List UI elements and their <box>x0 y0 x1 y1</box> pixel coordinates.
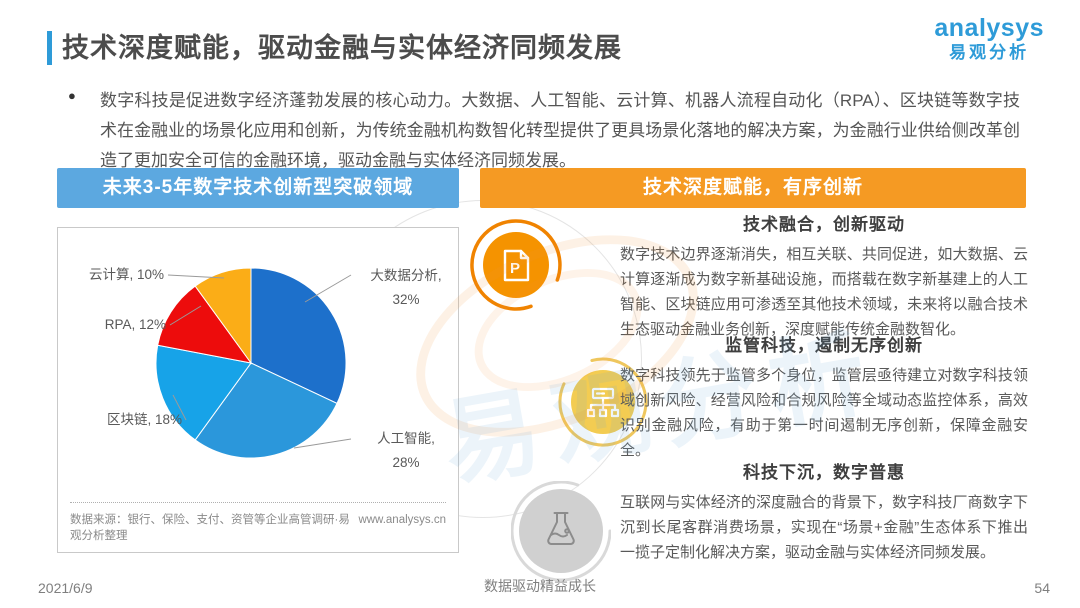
intro-text: 数字科技是促进数字经济蓬勃发展的核心动力。大数据、人工智能、云计算、机器人流程自… <box>100 91 1020 170</box>
title-accent-bar <box>47 31 52 65</box>
intro-paragraph: ● 数字科技是促进数字经济蓬勃发展的核心动力。大数据、人工智能、云计算、机器人流… <box>68 86 1020 176</box>
analysys-logo-text: analysys <box>934 14 1044 42</box>
section-2-icon-block <box>553 352 653 452</box>
footer-date: 2021/6/9 <box>38 580 93 596</box>
pie-label: 大数据分析, <box>370 268 441 283</box>
analysys-logo-cn: 易观分析 <box>949 43 1030 62</box>
pie-leader-line <box>169 305 202 326</box>
right-panel-header: 技术深度赋能，有序创新 <box>480 168 1026 208</box>
pie-chart: 大数据分析, 32% 人工智能, 28% 区块链, 18% RPA, 12% 云计算, 10… <box>89 267 442 470</box>
pie-slice-大数据分析 <box>250 267 347 405</box>
flask-icon <box>511 481 611 581</box>
flowchart-icon <box>558 357 648 447</box>
pie-label: 人工智能, <box>377 431 435 446</box>
left-panel-header: 未来3-5年数字技术创新型突破领域 <box>57 168 459 208</box>
pie-slice-RPA <box>157 285 253 364</box>
pie-label: 28% <box>392 455 419 470</box>
section-2-body: 数字科技领先于监管多个身位，监管层亟待建立对数字科技领域创新风险、经营风险和合规… <box>620 367 1028 459</box>
pie-chart-box: 大数据分析, 32% 人工智能, 28% 区块链, 18% RPA, 12% 云计算, 10… <box>57 227 459 553</box>
footer-slogan: 数据驱动精益成长 <box>484 578 596 594</box>
section-3-icon-block <box>511 481 611 581</box>
section-2-title: 监管科技，遏制无序创新 <box>725 336 923 355</box>
pie-leader-line <box>304 274 352 303</box>
svg-text:P: P <box>510 260 520 277</box>
document-p-icon: P <box>470 219 562 311</box>
pie-slice-云计算 <box>194 267 252 365</box>
pie-slice-人工智能 <box>194 362 338 459</box>
pie-label: 区块链, 18% <box>107 412 182 427</box>
website-link[interactable]: www.analysys.cn <box>358 514 446 526</box>
pie-label: 32% <box>392 292 419 307</box>
section-1-body: 数字技术边界逐渐消失，相互关联、共同促进，如大数据、云计算逐渐成为数字新基础设施… <box>620 246 1028 338</box>
section-2: 监管科技，遏制无序创新 数字科技领先于监管多个身位，监管层亟待建立对数字科技领域… <box>620 331 1028 463</box>
section-1-title: 技术融合，创新驱动 <box>743 215 905 234</box>
analysys-logo: analysys 易观分析 <box>934 14 1044 62</box>
section-3-body: 互联网与实体经济的深度融合的背景下，数字科技厂商数字下沉到长尾客群消费场景，实现… <box>620 494 1028 561</box>
bullet-icon: ● <box>68 88 76 103</box>
pie-label: 云计算, 10% <box>89 267 164 282</box>
section-3: 科技下沉，数字普惠 互联网与实体经济的深度融合的背景下，数字科技厂商数字下沉到长… <box>620 458 1028 565</box>
chart-source-row: 数据来源：银行、保险、支付、资管等企业高管调研·易观分析整理 www.analy… <box>70 502 446 543</box>
footer-page-number: 54 <box>1034 580 1050 596</box>
pie-slice-区块链 <box>155 344 252 441</box>
page-title: 技术深度赋能，驱动金融与实体经济同频发展 <box>62 33 622 63</box>
pie-leader-line <box>293 438 352 449</box>
pie-leader-line <box>172 394 187 421</box>
data-source-note: 数据来源：银行、保险、支付、资管等企业高管调研·易观分析整理 <box>70 514 350 542</box>
pie-label: RPA, 12% <box>105 317 166 332</box>
pie-leader-line <box>167 274 225 279</box>
section-1-icon-block: P <box>466 215 566 315</box>
section-3-title: 科技下沉，数字普惠 <box>743 463 905 482</box>
section-1: 技术融合，创新驱动 数字技术边界逐渐消失，相互关联、共同促进，如大数据、云计算逐… <box>620 210 1028 342</box>
